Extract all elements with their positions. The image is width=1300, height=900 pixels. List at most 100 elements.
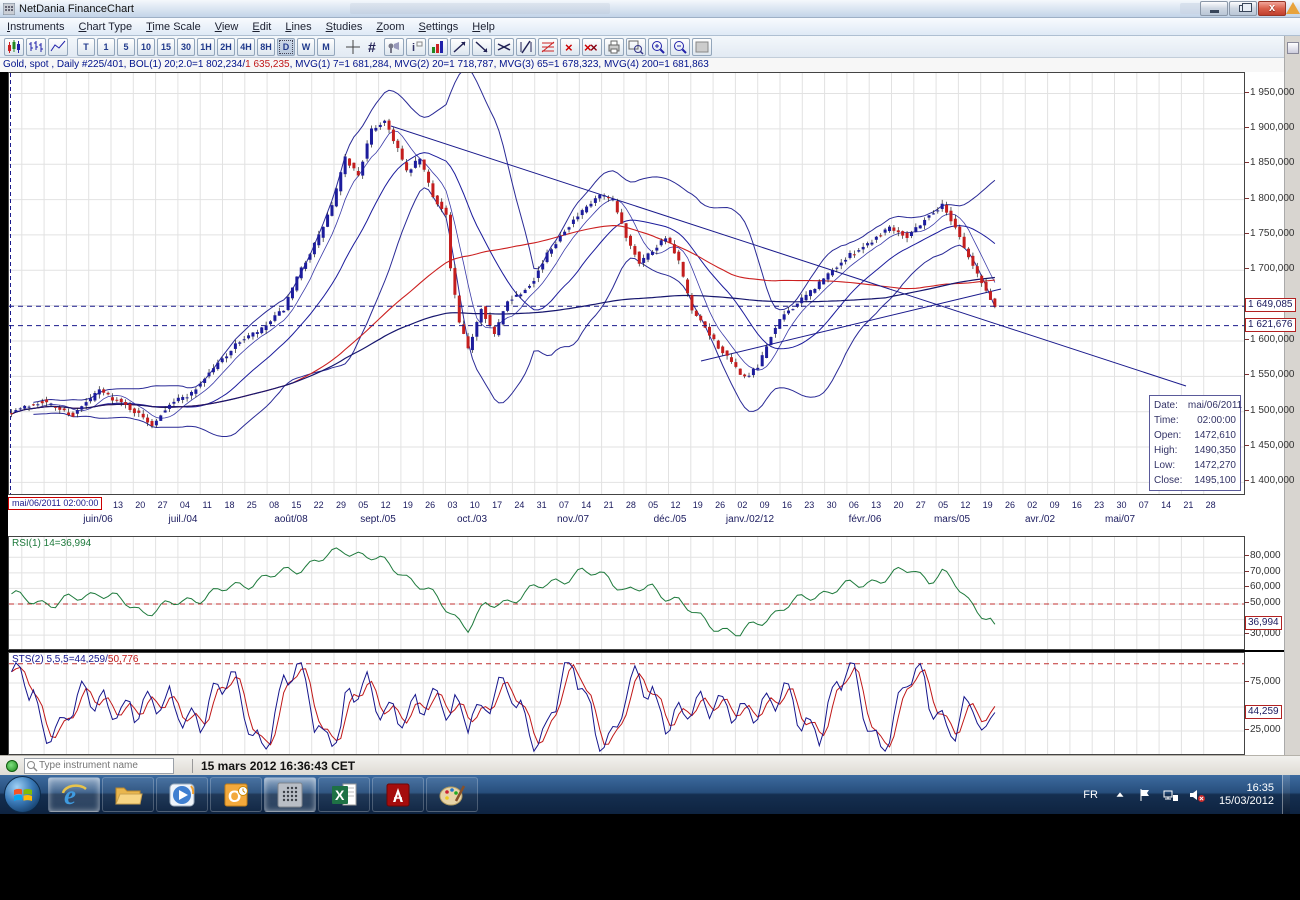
toolbar: T 1 5 10 15 30 1H 2H 4H 8H D W M # i × × × — [0, 36, 1300, 58]
timeframe-30-button[interactable]: 30 — [177, 37, 195, 56]
timeframe-1h-button[interactable]: 1H — [197, 37, 215, 56]
taskbar-app-windows-explorer[interactable] — [102, 777, 154, 812]
sts-plot[interactable] — [9, 653, 1244, 754]
close-button[interactable]: x — [1258, 1, 1286, 16]
menu-zoom[interactable]: Zoom — [376, 20, 405, 33]
tooltip-value: 1472,610 — [1194, 430, 1236, 441]
week-tick-label: 28 — [625, 500, 636, 510]
excel-icon: X — [332, 783, 357, 805]
trendline-down-button[interactable] — [472, 37, 492, 56]
menu-instruments[interactable]: Instruments — [7, 20, 65, 33]
print-button[interactable] — [604, 37, 624, 56]
bar-style-button[interactable] — [26, 37, 46, 56]
instrument-search-input[interactable] — [39, 760, 165, 771]
show-desktop-button[interactable] — [1282, 775, 1290, 814]
minimize-button[interactable] — [1200, 1, 1228, 16]
zoomarea-icon — [628, 40, 644, 55]
menu-time-scale[interactable]: Time Scale — [146, 20, 201, 33]
rsi-panel[interactable]: RSI(1) 14=36,994 — [8, 536, 1245, 650]
menu-lines[interactable]: Lines — [285, 20, 312, 33]
zoom-out-button[interactable] — [670, 37, 690, 56]
trendline-up-button[interactable] — [450, 37, 470, 56]
fibonacci-button[interactable] — [538, 37, 558, 56]
hidden-icons-button[interactable] — [1113, 788, 1127, 802]
zoom-area-button[interactable] — [626, 37, 646, 56]
timeframe-4h-button[interactable]: 4H — [237, 37, 255, 56]
timeframe-m-button[interactable]: M — [317, 37, 335, 56]
candlestick-style-button[interactable] — [4, 37, 24, 56]
instrument-search[interactable] — [24, 757, 174, 774]
axis-label: 1 900,000 — [1245, 121, 1295, 133]
warning-icon — [1286, 2, 1300, 14]
alert-button[interactable]: i — [406, 37, 426, 56]
rsi-plot[interactable] — [9, 537, 1244, 649]
window-title: NetDania FinanceChart — [19, 2, 134, 15]
price-chart-plot[interactable] — [9, 73, 1244, 494]
week-tick-label: 02 — [1027, 500, 1038, 510]
timeframe-2h-button[interactable]: 2H — [217, 37, 235, 56]
delete-line-button[interactable]: × — [560, 37, 580, 56]
main-chart-panel[interactable]: Date: mai/06/2011 Time: 02:00:00 Open: 1472,6… — [8, 72, 1245, 495]
menu-view[interactable]: View — [214, 20, 239, 33]
week-tick-label: 17 — [492, 500, 503, 510]
timeframe-5-button[interactable]: 5 — [117, 37, 135, 56]
taskbar-app-outlook[interactable]: O — [210, 777, 262, 812]
menu-help[interactable]: Help — [472, 20, 495, 33]
window-controls: x — [1199, 1, 1286, 16]
news-button[interactable] — [384, 37, 404, 56]
taskbar-app-internet-explorer[interactable]: e — [48, 777, 100, 812]
timeframe-15-button[interactable]: 15 — [157, 37, 175, 56]
restore-button[interactable] — [1229, 1, 1257, 16]
timeframe-8h-button[interactable]: 8H — [257, 37, 275, 56]
month-tick-label: nov./07 — [556, 514, 590, 525]
volume-button[interactable] — [428, 37, 448, 56]
axis-label: 30,000 — [1245, 628, 1281, 640]
panel-icon — [695, 41, 709, 52]
action-center-flag-icon[interactable] — [1137, 787, 1153, 803]
taskbar-app-excel[interactable]: X — [318, 777, 370, 812]
timeframe-1-button[interactable]: 1 — [97, 37, 115, 56]
tooltip-row: Low: 1472,270 — [1154, 458, 1236, 473]
clock-timestamp: 15 mars 2012 16:36:43 CET — [201, 758, 356, 773]
week-tick-label: 14 — [581, 500, 592, 510]
line-style-button[interactable] — [48, 37, 68, 56]
timeframe-10-button[interactable]: 10 — [137, 37, 155, 56]
tooltip-label: Open: — [1154, 430, 1182, 441]
menu-chart-type[interactable]: Chart Type — [78, 20, 133, 33]
axis-label: 80,000 — [1245, 550, 1281, 562]
tooltip-value: 1472,270 — [1194, 460, 1236, 471]
taskbar-app-media-player[interactable] — [156, 777, 208, 812]
menu-edit[interactable]: Edit — [252, 20, 272, 33]
candle-icon — [8, 39, 20, 53]
month-tick-label: août/08 — [274, 514, 308, 525]
menu-studies[interactable]: Studies — [325, 20, 363, 33]
menu-settings[interactable]: Settings — [418, 20, 459, 33]
timeframe-d-button[interactable]: D — [277, 37, 295, 56]
timeframe-w-button[interactable]: W — [297, 37, 315, 56]
start-button[interactable] — [4, 776, 41, 813]
taskbar-app-paint[interactable] — [426, 777, 478, 812]
taskbar-clock[interactable]: 16:35 15/03/2012 — [1219, 782, 1274, 808]
timeframe-t-button[interactable]: T — [77, 37, 95, 56]
delall-icon: ×× — [584, 40, 598, 55]
fib-icon — [541, 41, 555, 52]
network-icon[interactable] — [1163, 787, 1179, 803]
panel-button[interactable] — [692, 37, 712, 56]
crosshair-button[interactable] — [344, 38, 362, 56]
week-tick-label: 26 — [425, 500, 436, 510]
grid-button[interactable]: # — [364, 38, 382, 56]
panel-toggle-button[interactable] — [1287, 42, 1299, 54]
outlook-icon: O — [224, 783, 248, 806]
channel-button[interactable] — [516, 37, 536, 56]
stochastic-panel[interactable]: STS(2) 5,5,5=44,259/50,776 — [8, 652, 1245, 755]
taskbar-app-adobe-reader[interactable] — [372, 777, 424, 812]
volume-muted-icon[interactable] — [1189, 787, 1206, 803]
week-tick-label: 03 — [447, 500, 458, 510]
crossing-lines-button[interactable] — [494, 37, 514, 56]
taskbar-app-netdania-chart[interactable] — [264, 777, 316, 812]
delete-all-lines-button[interactable]: × × — [582, 37, 602, 56]
close-icon: x — [1268, 2, 1276, 14]
language-indicator[interactable]: FR — [1083, 788, 1098, 801]
week-tick-label: 16 — [781, 500, 793, 510]
zoom-in-button[interactable] — [648, 37, 668, 56]
